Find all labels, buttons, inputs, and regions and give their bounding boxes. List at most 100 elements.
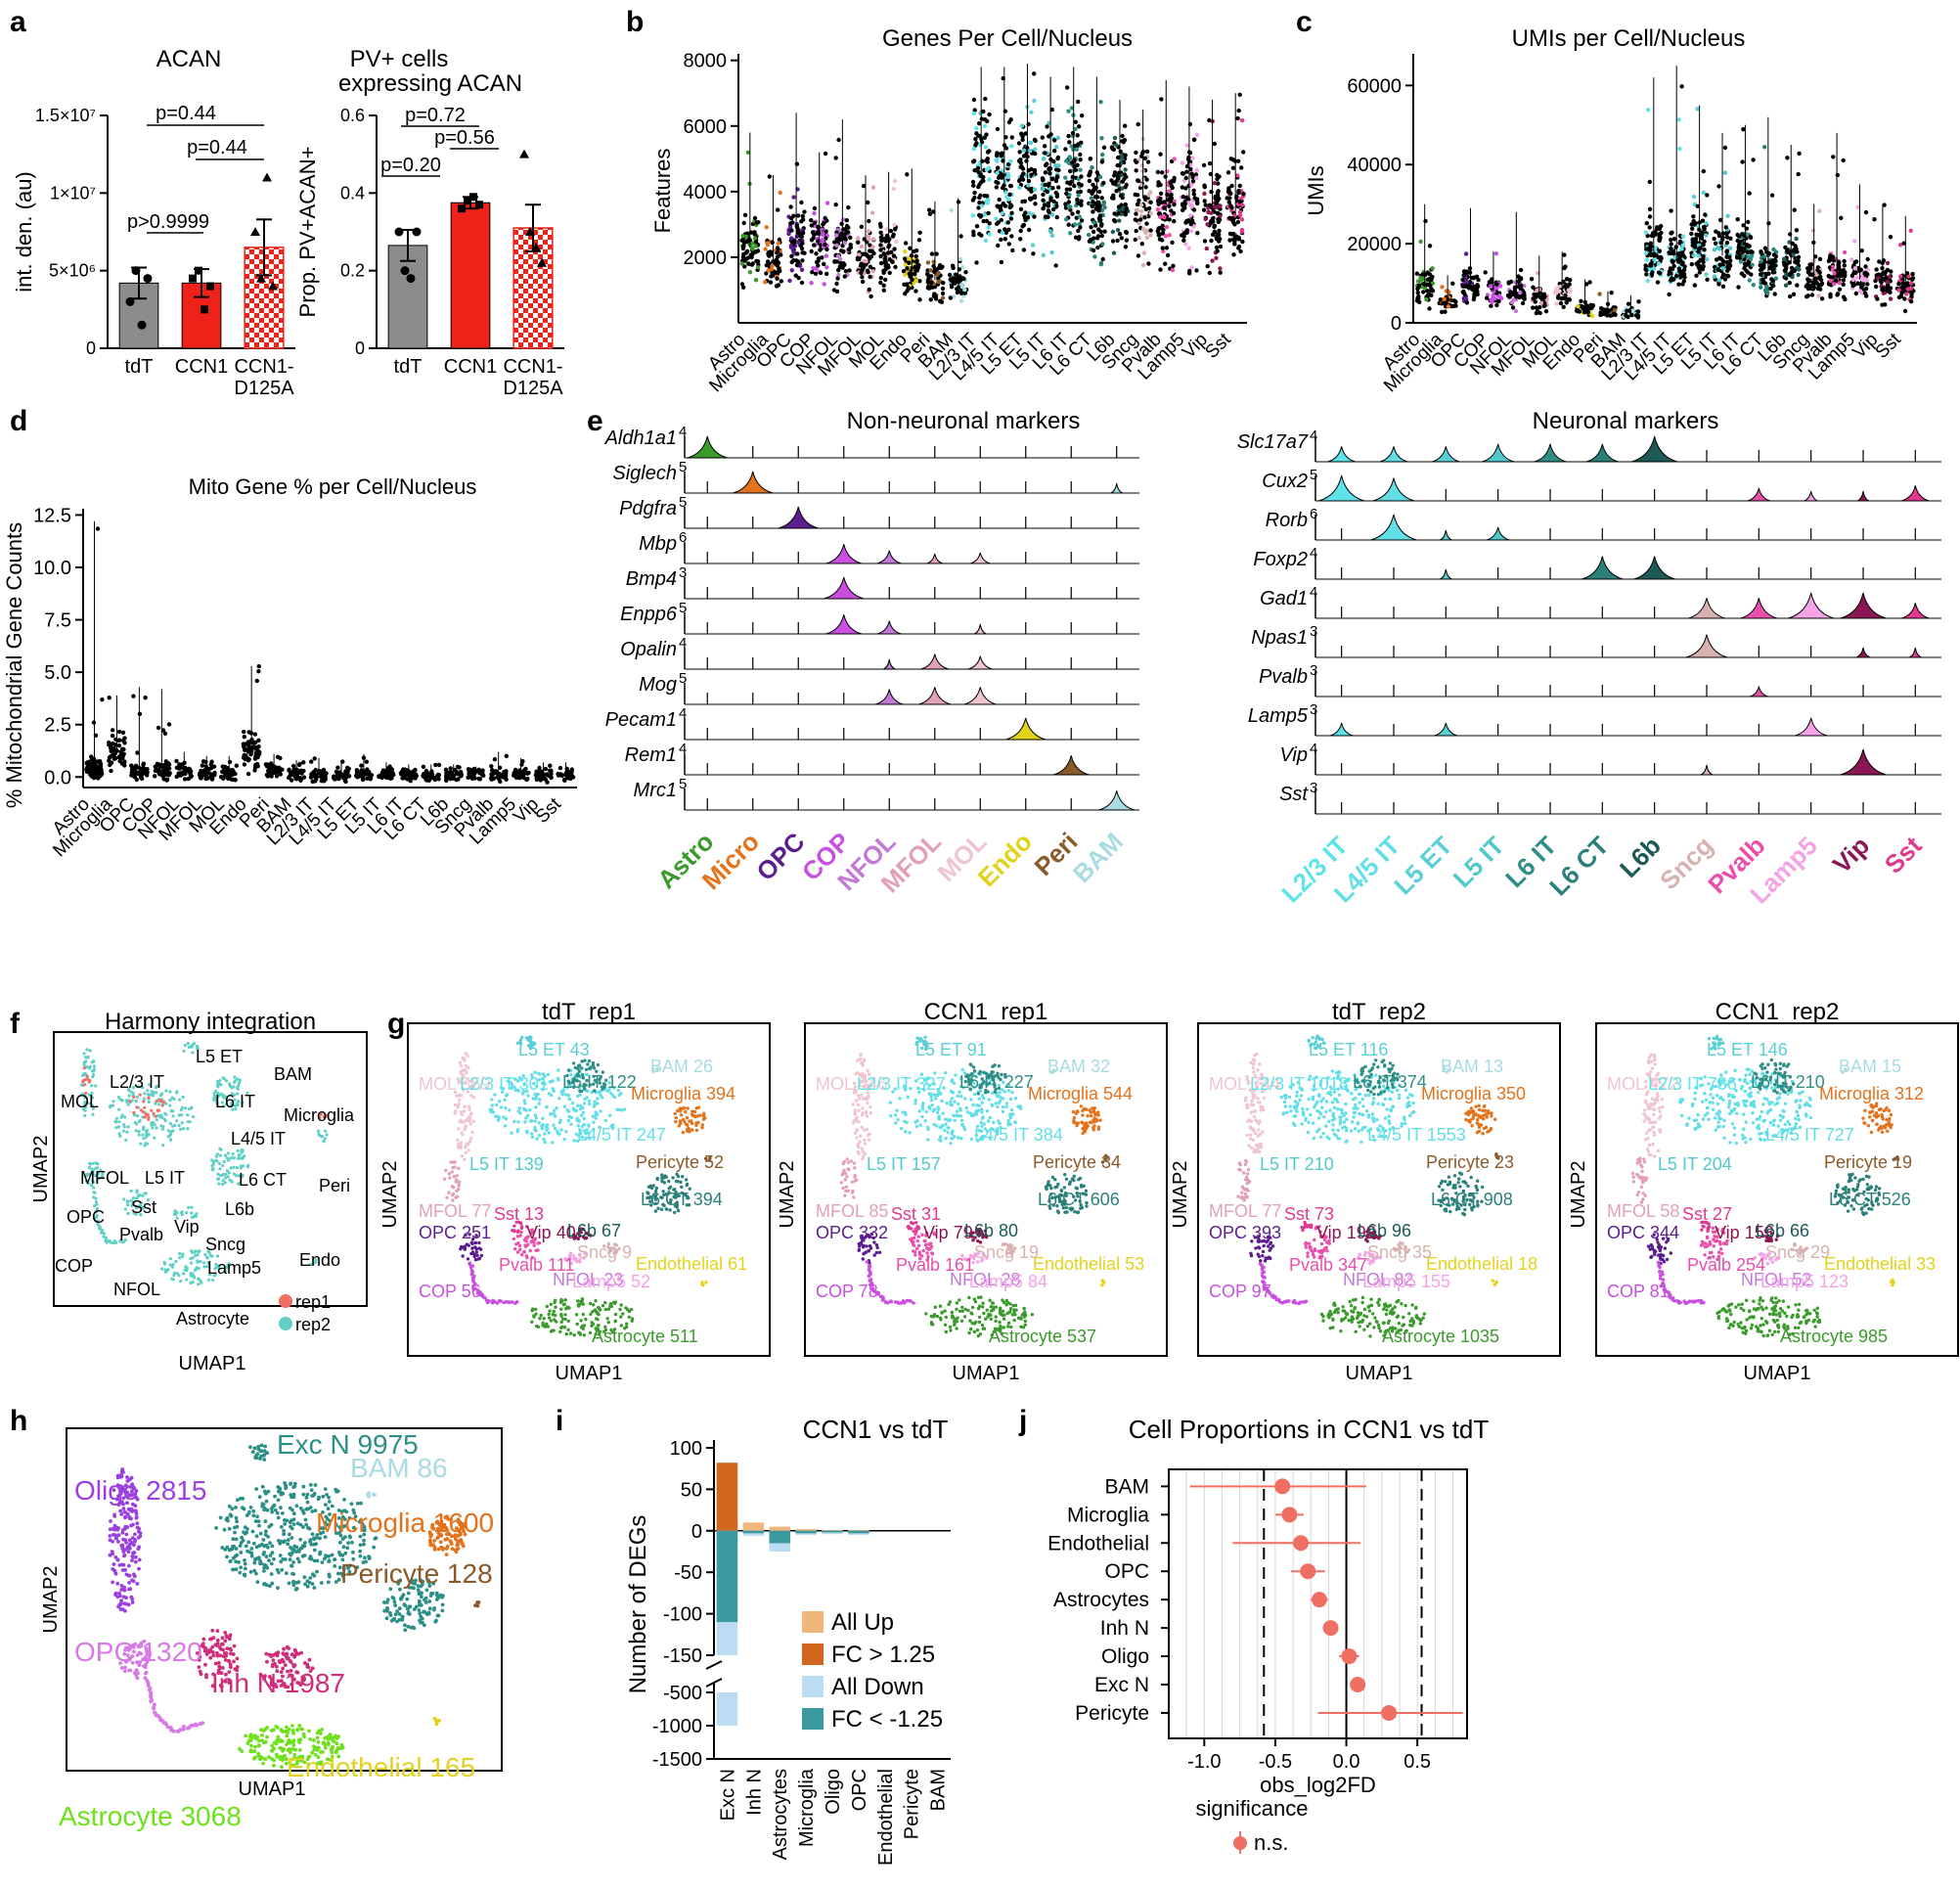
data-point xyxy=(1908,228,1913,233)
data-point xyxy=(1442,296,1448,301)
umap-point xyxy=(87,1080,91,1084)
data-point xyxy=(1033,147,1038,152)
data-point xyxy=(294,777,299,782)
gene-label: Mbp xyxy=(639,533,677,555)
data-point xyxy=(1218,203,1223,208)
data-point xyxy=(1648,251,1654,256)
data-point xyxy=(986,225,991,230)
data-point xyxy=(1032,71,1037,76)
data-point xyxy=(970,213,975,218)
data-point xyxy=(1415,290,1420,295)
gene-max-label: 4 xyxy=(679,635,687,652)
y-axis-title: % Mitochondrial Gene Counts xyxy=(2,522,26,808)
data-point xyxy=(741,285,746,290)
data-point xyxy=(1190,156,1195,160)
umap-point xyxy=(155,1126,158,1130)
data-point xyxy=(1562,252,1567,257)
data-point xyxy=(1735,249,1740,255)
data-point xyxy=(1538,300,1544,305)
data-point xyxy=(1816,293,1821,298)
data-point xyxy=(166,771,171,777)
data-point xyxy=(1096,189,1102,195)
data-point xyxy=(1725,264,1730,270)
data-point xyxy=(868,264,873,269)
gene-label: Bmp4 xyxy=(626,568,677,590)
data-point xyxy=(996,165,1001,170)
data-point xyxy=(1043,170,1048,175)
data-point xyxy=(957,285,961,290)
gene-label: Aldh1a1 xyxy=(604,428,677,449)
data-point xyxy=(1078,158,1083,162)
data-point xyxy=(1762,246,1768,250)
y-tick-label: 12.5 xyxy=(33,505,71,526)
data-point xyxy=(1235,219,1241,225)
data-point xyxy=(1425,282,1430,288)
data-point xyxy=(504,753,509,758)
data-point xyxy=(836,272,841,278)
data-point xyxy=(1063,175,1068,180)
data-point xyxy=(1172,199,1177,203)
data-point xyxy=(1518,267,1524,273)
data-point xyxy=(1807,262,1812,267)
gene-label: Sst xyxy=(1279,784,1309,805)
data-point xyxy=(941,281,946,286)
umap-point xyxy=(125,1130,129,1134)
data-point xyxy=(1740,159,1745,164)
data-point xyxy=(1647,225,1652,230)
data-point xyxy=(1076,181,1082,186)
y-tick-label: 40000 xyxy=(1347,155,1402,176)
data-point xyxy=(1115,238,1120,244)
data-point xyxy=(834,289,840,294)
violin-shape xyxy=(1700,764,1714,776)
data-point xyxy=(905,266,910,271)
data-point xyxy=(543,766,549,772)
data-point xyxy=(1783,283,1789,288)
data-point xyxy=(1697,270,1703,275)
data-point xyxy=(1722,145,1728,151)
data-point xyxy=(1143,185,1148,190)
data-point xyxy=(491,776,496,781)
data-point xyxy=(1207,160,1213,166)
data-point xyxy=(940,295,946,300)
data-point xyxy=(1747,278,1753,283)
chart-title: Mito Gene % per Cell/Nucleus xyxy=(189,474,477,499)
umap-point xyxy=(86,1055,90,1059)
data-point xyxy=(309,759,314,764)
data-point xyxy=(1054,214,1060,220)
data-point xyxy=(1054,203,1059,208)
data-point xyxy=(360,774,366,779)
data-point xyxy=(870,237,876,242)
data-point xyxy=(1494,302,1499,308)
panel-letter-c: c xyxy=(1296,6,1313,38)
data-point xyxy=(229,777,234,782)
data-point xyxy=(984,218,990,224)
data-point xyxy=(1896,282,1901,287)
umap-point xyxy=(117,1107,121,1111)
data-point xyxy=(999,171,1003,176)
data-point xyxy=(1008,183,1014,189)
data-point xyxy=(1535,288,1539,293)
umap-point xyxy=(155,1100,158,1103)
data-point xyxy=(1787,280,1793,286)
data-point xyxy=(1727,254,1732,259)
data-point xyxy=(1023,210,1028,215)
data-point xyxy=(794,234,799,240)
data-point xyxy=(1064,191,1069,196)
data-point xyxy=(189,774,194,780)
gene-max-label: 5 xyxy=(1310,467,1317,483)
x-tick-label: CCN1- xyxy=(234,356,293,378)
violin-shape xyxy=(1855,647,1871,658)
data-point xyxy=(1695,107,1700,112)
data-point xyxy=(1023,131,1028,136)
data-point xyxy=(1139,163,1145,168)
data-point xyxy=(1900,281,1906,286)
data-point xyxy=(1032,194,1038,199)
data-point xyxy=(1007,204,1013,210)
data-point xyxy=(1148,228,1153,233)
data-point xyxy=(913,289,918,293)
y-tick-label: 4000 xyxy=(684,182,728,203)
data-point xyxy=(1644,267,1649,273)
data-point xyxy=(994,153,1000,158)
data-point xyxy=(779,252,783,257)
data-point xyxy=(1851,271,1856,276)
